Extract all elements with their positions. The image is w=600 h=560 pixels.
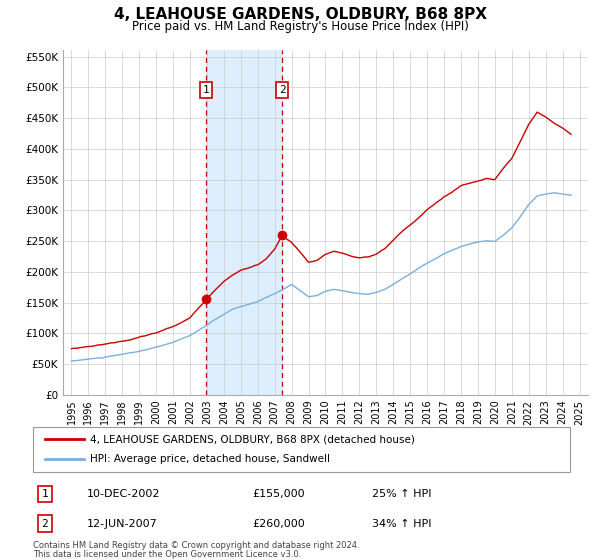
Text: 12-JUN-2007: 12-JUN-2007 (87, 519, 158, 529)
Text: Contains HM Land Registry data © Crown copyright and database right 2024.: Contains HM Land Registry data © Crown c… (33, 541, 359, 550)
Bar (206, 50, 283, 395)
Text: £260,000: £260,000 (252, 519, 305, 529)
Text: 34% ↑ HPI: 34% ↑ HPI (372, 519, 431, 529)
Text: £155,000: £155,000 (252, 489, 305, 499)
Text: 2: 2 (41, 519, 49, 529)
Text: 1: 1 (41, 489, 49, 499)
Text: 4, LEAHOUSE GARDENS, OLDBURY, B68 8PX (detached house): 4, LEAHOUSE GARDENS, OLDBURY, B68 8PX (d… (90, 434, 415, 444)
Text: 25% ↑ HPI: 25% ↑ HPI (372, 489, 431, 499)
Text: 4, LEAHOUSE GARDENS, OLDBURY, B68 8PX: 4, LEAHOUSE GARDENS, OLDBURY, B68 8PX (113, 7, 487, 22)
Text: Price paid vs. HM Land Registry's House Price Index (HPI): Price paid vs. HM Land Registry's House … (131, 20, 469, 33)
Text: 1: 1 (203, 85, 209, 95)
Text: 10-DEC-2002: 10-DEC-2002 (87, 489, 161, 499)
Text: HPI: Average price, detached house, Sandwell: HPI: Average price, detached house, Sand… (90, 454, 330, 464)
Text: 2: 2 (279, 85, 286, 95)
Text: This data is licensed under the Open Government Licence v3.0.: This data is licensed under the Open Gov… (33, 550, 301, 559)
